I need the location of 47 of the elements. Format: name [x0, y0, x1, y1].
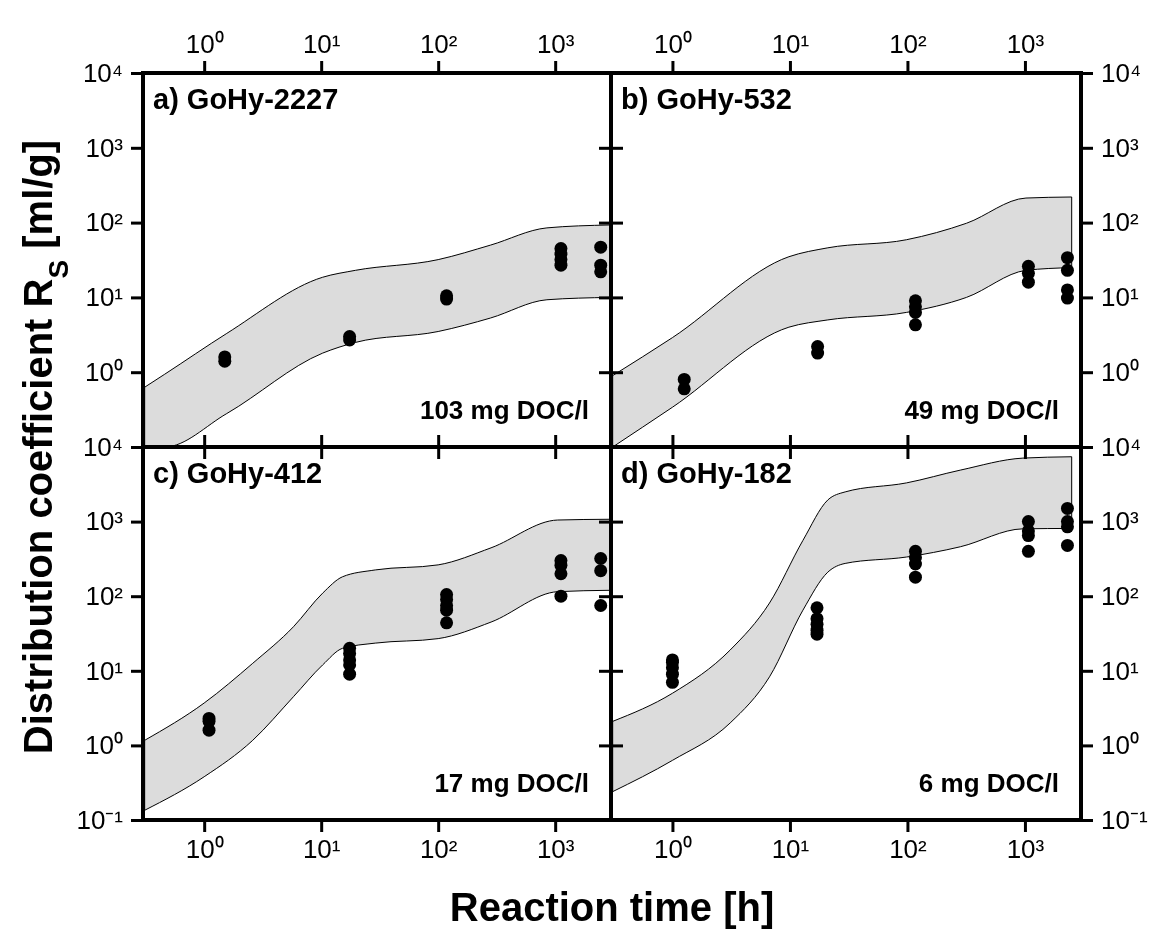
y-tick-label: 10⁰ — [1101, 730, 1139, 761]
chart-title: b) GoHy-532 — [621, 83, 792, 115]
y-tick-label: 10² — [85, 207, 124, 238]
y-tick-label: 10³ — [85, 506, 124, 537]
y-tick-label: 10³ — [85, 132, 124, 163]
x-tick-label: 10¹ — [302, 29, 341, 59]
y-tick-label: 10¹ — [1101, 655, 1139, 686]
x-tick-label: 10³ — [536, 834, 575, 865]
y-tick-label: 10² — [1101, 207, 1139, 238]
x-tick-label: 10² — [889, 834, 928, 865]
y-tick-label: 10⁴ — [1101, 57, 1142, 88]
y-tick-label: 10² — [85, 581, 124, 612]
y-tick-label: 10⁴ — [82, 431, 123, 462]
x-tick-label: 10³ — [536, 29, 575, 59]
x-tick-label: 10¹ — [771, 834, 810, 865]
y-tick-label: 10³ — [1101, 132, 1139, 163]
x-tick-label: 10⁰ — [185, 29, 224, 59]
x-tick-label: 10¹ — [302, 834, 341, 865]
y-tick-label: 10⁰ — [85, 730, 123, 761]
x-tick-label: 10¹ — [771, 29, 810, 59]
annotation: 103 mg DOC/l — [419, 395, 589, 425]
x-tick-label: 10² — [419, 834, 458, 865]
x-tick-label: 10² — [889, 29, 928, 59]
y-tick-label: 10⁴ — [82, 57, 123, 88]
y-tick-label: 10⁻¹ — [76, 804, 124, 835]
chart-title: a) GoHy-2227 — [153, 83, 339, 115]
x-tick-label: 10³ — [1006, 29, 1045, 59]
y-tick-label: 10³ — [1101, 506, 1139, 537]
chart-title: c) GoHy-412 — [153, 457, 323, 489]
y-tick-label: 10⁰ — [85, 357, 123, 388]
y-tick-label: 10² — [1101, 581, 1139, 612]
x-axis-title: Reaction time [h] — [449, 885, 775, 929]
annotation: 49 mg DOC/l — [904, 395, 1059, 425]
annotation: 6 mg DOC/l — [918, 768, 1059, 798]
chart-title: d) GoHy-182 — [621, 457, 792, 489]
y-tick-label: 10⁴ — [1101, 431, 1142, 462]
y-tick-label: 10¹ — [1101, 282, 1139, 313]
x-tick-label: 10⁰ — [185, 834, 224, 865]
y-tick-label: 10¹ — [85, 655, 124, 686]
annotation: 17 mg DOC/l — [434, 768, 589, 798]
x-tick-label: 10⁰ — [653, 834, 692, 865]
y-tick-label: 10⁻¹ — [1101, 804, 1148, 835]
x-tick-label: 10⁰ — [653, 29, 692, 59]
x-tick-label: 10³ — [1006, 834, 1045, 865]
y-tick-label: 10¹ — [85, 282, 124, 313]
y-tick-label: 10⁰ — [1101, 357, 1139, 388]
x-tick-label: 10² — [419, 29, 458, 59]
